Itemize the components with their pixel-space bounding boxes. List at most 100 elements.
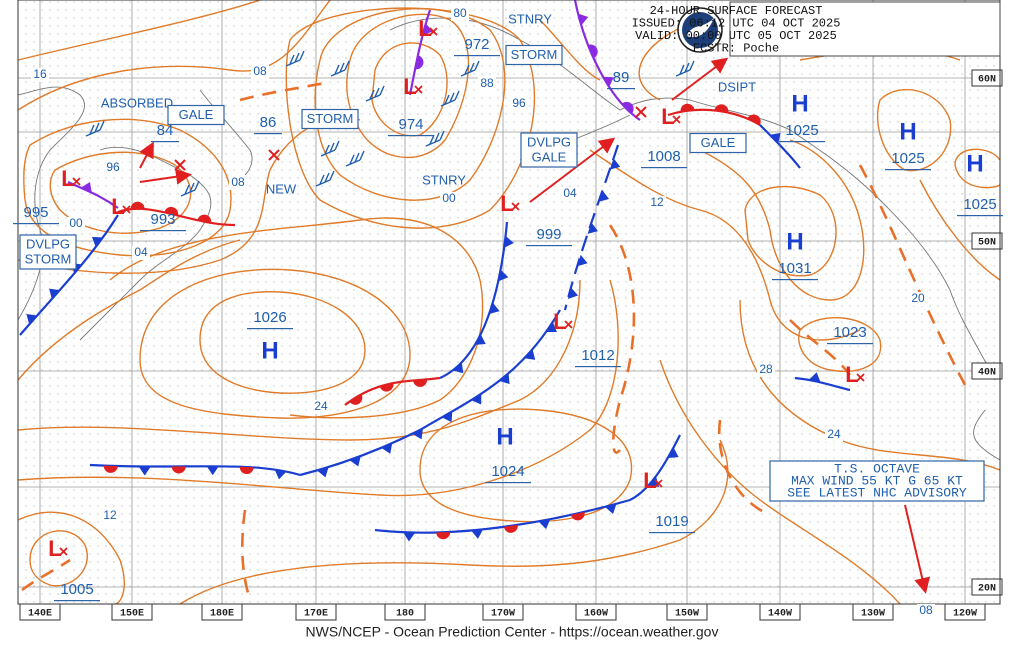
header-line: ISSUED: 06:12 UTC 04 OCT 2025	[632, 17, 841, 31]
low-center-x	[511, 202, 520, 211]
wind-barb	[285, 50, 305, 67]
isobar-label: 08	[919, 603, 933, 617]
pressure-value: 86	[260, 114, 277, 131]
isobar	[17, 0, 261, 61]
front-symbol	[49, 288, 60, 300]
isobar-label-bg	[31, 68, 49, 82]
longitude-label: 180	[396, 609, 414, 620]
pressure-underline	[607, 88, 635, 90]
isobar-label-bg	[132, 246, 150, 260]
longitude-label: 170W	[491, 609, 515, 620]
coastline	[79, 146, 212, 341]
low-center: L	[661, 104, 674, 129]
front-symbol	[587, 222, 599, 234]
isobar	[314, 8, 506, 201]
isobar	[199, 291, 366, 394]
isobar-label-bg	[251, 65, 269, 79]
warning-text: GALE	[532, 149, 567, 164]
isobar-label: 00	[69, 216, 83, 230]
front-symbol	[164, 206, 179, 216]
isobar	[539, 19, 601, 81]
pressure-underline	[957, 215, 1003, 217]
isobar	[954, 148, 1001, 189]
front-symbol	[412, 428, 423, 440]
isobar-label: 08	[231, 175, 245, 189]
warning-text: STORM	[511, 47, 558, 62]
longitude-label: 140W	[768, 609, 792, 620]
front-symbol	[578, 13, 589, 26]
pressure-underline	[641, 167, 687, 169]
front-symbol	[567, 287, 579, 299]
pressure-underline	[388, 135, 434, 137]
isobar	[371, 42, 448, 137]
front-symbol	[441, 411, 453, 423]
troughs	[21, 80, 967, 601]
pressure-underline	[575, 366, 621, 368]
pressure-value: 1025	[963, 196, 996, 213]
advisory-text: SEE LATEST NHC ADVISORY	[787, 485, 967, 500]
latitude-label: 50N	[978, 238, 996, 249]
longitude-label: 170E	[304, 609, 328, 620]
front-symbol	[747, 114, 761, 125]
isobar-label-bg	[229, 176, 247, 190]
pressure-underline	[885, 169, 931, 171]
isobar	[659, 359, 901, 605]
warning-text: DVLPG	[527, 134, 571, 149]
trough	[858, 164, 967, 386]
latitude-label-box	[971, 578, 1003, 596]
front-symbol	[498, 269, 509, 282]
header-box	[729, 1, 1001, 57]
isobar-label-bg	[909, 292, 927, 306]
pressure-underline	[485, 482, 531, 484]
front-symbol	[197, 214, 212, 224]
status-note: NEW	[266, 181, 297, 196]
warning-text: DVLPG	[26, 236, 70, 251]
front-symbol	[452, 362, 464, 374]
front-symbol	[403, 532, 416, 542]
front-symbol	[609, 158, 621, 170]
front-symbol	[604, 503, 617, 514]
pressure-underline	[13, 223, 59, 225]
isobar-label: 12	[650, 195, 664, 209]
cold-front	[299, 309, 561, 477]
trough	[789, 319, 852, 376]
isobar-label: 24	[827, 427, 841, 441]
pressure-underline	[526, 245, 572, 247]
front-symbol	[26, 313, 38, 325]
wind-barb	[365, 85, 385, 102]
high-center: H	[966, 150, 983, 177]
isobar-label: 80	[453, 6, 467, 20]
wind-barb	[675, 60, 695, 77]
latitude-label: 20N	[978, 584, 996, 595]
stat-front	[374, 498, 631, 534]
wind-barb	[425, 130, 445, 147]
front-symbol	[598, 190, 610, 202]
isobar	[109, 217, 484, 419]
isobar	[17, 511, 125, 605]
pressure-value: 1025	[891, 150, 924, 167]
warning-box	[301, 108, 359, 130]
front-symbol	[92, 236, 103, 248]
front-symbol	[489, 302, 500, 315]
pressure-underline	[247, 328, 293, 330]
latitude-label: 60N	[978, 75, 996, 86]
wind-barb	[315, 170, 335, 187]
motion-arrow	[529, 137, 616, 203]
pressure-value: 1023	[833, 324, 866, 341]
header-line: 24-HOUR SURFACE FORECAST	[650, 4, 823, 18]
pressure-value: 974	[398, 116, 423, 133]
pressure-value: 993	[150, 211, 175, 228]
front-symbol	[471, 393, 482, 405]
pressure-value: 1005	[60, 581, 93, 598]
header-line: VALID: 00:00 UTC 05 OCT 2025	[635, 29, 837, 43]
pressure-value: 1026	[253, 309, 286, 326]
isobars	[17, 0, 1001, 605]
warning-text: STORM	[307, 111, 354, 126]
trough	[717, 419, 771, 517]
low-center-x	[59, 547, 68, 556]
motion-arrow	[139, 141, 154, 169]
isobar	[23, 118, 232, 257]
isobar	[17, 279, 619, 497]
low-center: L	[643, 468, 656, 493]
low-center: L	[403, 74, 416, 99]
